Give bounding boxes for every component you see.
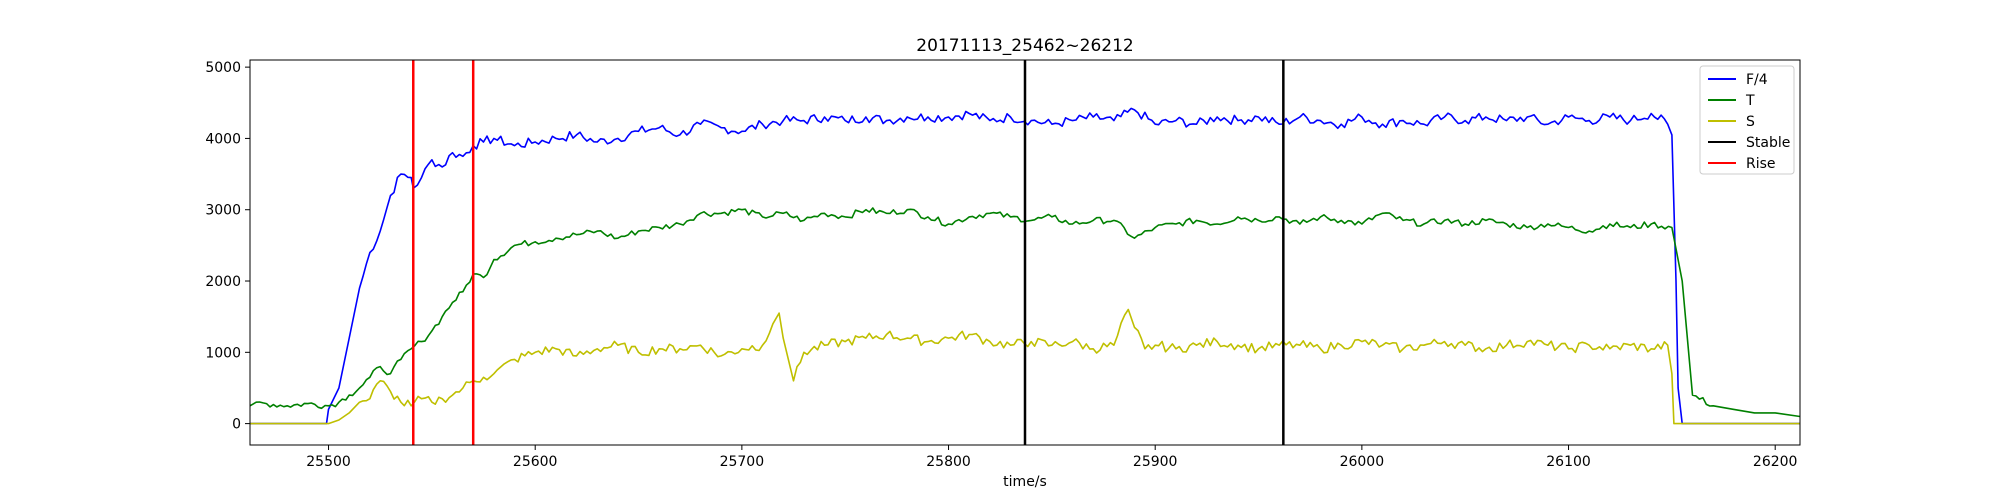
x-tick-label: 25900 [1133,454,1178,470]
vertical-markers [412,60,1285,445]
series-line-t [249,207,1801,418]
y-tick-label: 0 [232,417,241,433]
series-line-s [250,308,1800,425]
x-tick-label: 26200 [1753,454,1798,470]
x-axis-label: time/s [1003,474,1047,490]
chart-title: 20171113_25462~26212 [916,36,1133,56]
legend: F/4 TS Stable Rise [1699,65,1795,175]
y-tick-label: 3000 [205,203,241,219]
legend-label: T [1745,93,1755,109]
x-tick-label: 25700 [720,454,765,470]
legend-label: Rise [1746,156,1776,172]
plot-frame [249,59,1801,446]
legend-label: S [1746,114,1755,130]
legend-label: Stable [1746,135,1790,151]
x-tick-label: 25800 [926,454,971,470]
x-tick-label: 26100 [1546,454,1591,470]
legend-label: F/4 [1746,72,1768,88]
legend-box [1699,65,1795,175]
x-tick-label: 25500 [306,454,351,470]
y-tick-label: 2000 [205,274,241,290]
x-tick-label: 25600 [513,454,558,470]
y-tick-label: 5000 [205,60,241,76]
x-tick-label: 26000 [1340,454,1385,470]
plot-lines [249,107,1801,425]
y-tick-label: 4000 [205,131,241,147]
series-line-f4 [250,107,1800,425]
y-tick-label: 1000 [205,345,241,361]
y-axis-ticks: 0 1000 2000 3000 4000 5000 [205,60,250,433]
x-axis-ticks: 25500 25600 25700 25800 25900 26000 26100 26200 [306,445,1797,470]
